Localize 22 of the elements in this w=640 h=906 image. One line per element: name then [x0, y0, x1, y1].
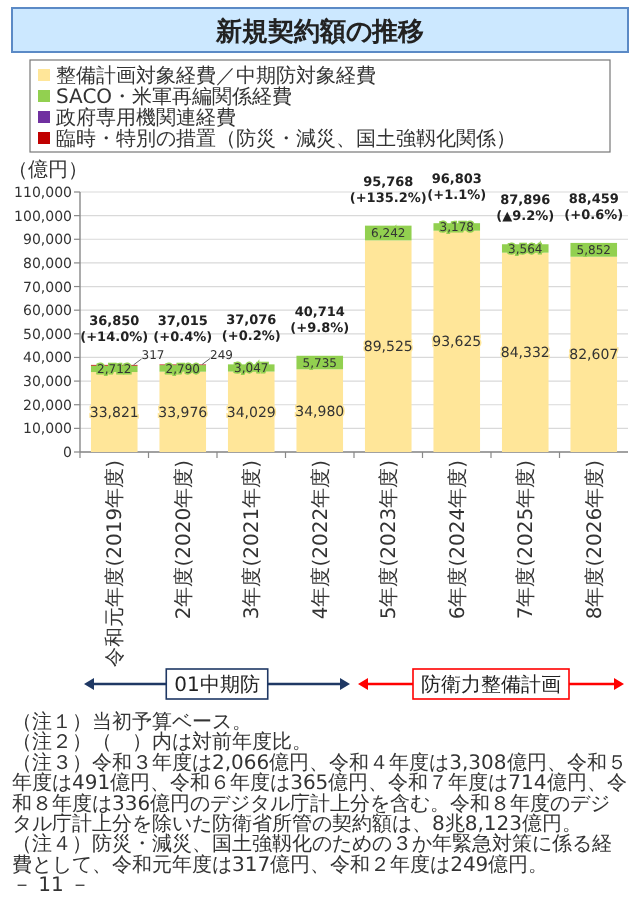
x-tick-label: 3年度(2021年度)	[240, 459, 265, 620]
legend-label: 政府専用機関連経費	[56, 106, 236, 130]
legend-label: SACO・米軍再編関係経費	[56, 85, 293, 109]
x-tick-label: 2年度(2020年度)	[171, 459, 196, 620]
bar	[501, 252, 549, 452]
x-tick-label: 4年度(2022年度)	[308, 459, 333, 620]
legend-label: 臨時・特別の措置（防災・減災、国土強靱化関係）	[56, 127, 516, 151]
x-tick-label: 令和元年度(2019年度)	[103, 459, 128, 667]
x-tick-label: 8年度(2026年度)	[582, 459, 607, 620]
x-tick-label: 5年度(2023年度)	[377, 459, 402, 620]
x-tick-label: 7年度(2025年度)	[514, 459, 539, 620]
chart-title: 新規契約額の推移	[214, 16, 424, 48]
title: 新規契約額の推移	[11, 7, 629, 53]
y-axis-title: （億円）	[8, 158, 88, 182]
notes: （注１）当初予算ベース。 （注２）（ ）内は対前年度比。 （注３）令和３年度は2,066億円、令和４年度は3,308億円、令和５年度は491億円、令和６年度は365億円、令和７年度は714億円、令和８年度は336億円のデジタル庁計上分を含む。令和８年度のデジタル庁計上分を除いた防衛省所管の契約額は、8兆8,123億円。 （注４）防災・減災、国土強靱化のための３か年緊急対策に係る経費として、令和元年度は317億円、令和２年度は249億円。 － 11 －	[12, 712, 627, 898]
bar	[570, 256, 618, 452]
arrow-label: 防衛力整備計画	[412, 668, 570, 700]
bar	[433, 230, 481, 452]
x-tick-label: 6年度(2024年度)	[445, 459, 470, 620]
bar	[364, 240, 412, 452]
legend-label: 整備計画対象経費／中期防対象経費	[56, 64, 376, 88]
arrow-label: 01中期防	[165, 668, 269, 700]
